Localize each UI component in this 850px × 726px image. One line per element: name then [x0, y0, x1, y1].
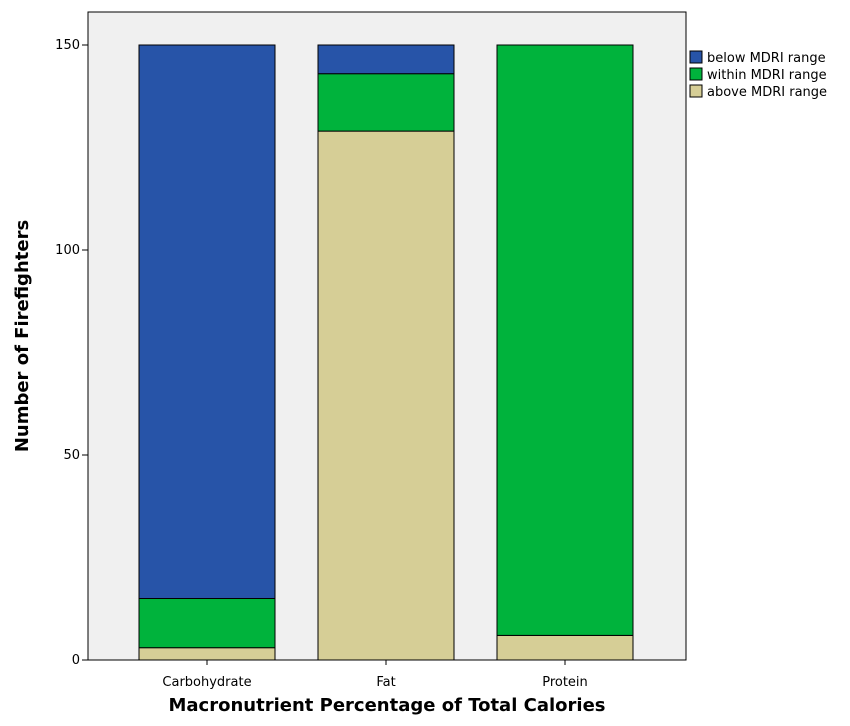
- legend-label-above: above MDRI range: [707, 85, 827, 100]
- bar-segment-carbohydrate-above: [138, 647, 276, 661]
- bar-segment-fat-below: [317, 44, 455, 75]
- legend-swatch-within: [689, 67, 703, 81]
- y-tick-label: 150: [55, 38, 80, 53]
- x-tick-label-protein: Protein: [542, 675, 588, 690]
- bar-segment-fat-within: [317, 73, 455, 132]
- y-axis: 0 50 100 150: [55, 38, 88, 668]
- x-axis: Carbohydrate Fat Protein: [162, 660, 588, 690]
- legend-label-below: below MDRI range: [707, 51, 826, 66]
- x-axis-title: Macronutrient Percentage of Total Calori…: [169, 695, 606, 716]
- legend: below MDRI range within MDRI range above M…: [689, 50, 827, 100]
- legend-swatch-above: [689, 84, 703, 98]
- x-tick-label-fat: Fat: [376, 675, 395, 690]
- bar-segment-protein-within: [496, 44, 634, 636]
- x-tick-label-carbohydrate: Carbohydrate: [162, 675, 251, 690]
- bar-segment-carbohydrate-within: [138, 598, 276, 649]
- bar-segment-protein-above: [496, 634, 634, 661]
- legend-label-within: within MDRI range: [707, 68, 827, 83]
- y-tick-label: 50: [63, 448, 80, 463]
- legend-swatch-below: [689, 50, 703, 64]
- bars-group: [138, 44, 634, 661]
- y-tick-label: 0: [72, 653, 80, 668]
- y-tick-label: 100: [55, 243, 80, 258]
- bar-segment-fat-above: [317, 130, 455, 661]
- bar-segment-carbohydrate-below: [138, 44, 276, 599]
- y-axis-title: Number of Firefighters: [12, 220, 33, 452]
